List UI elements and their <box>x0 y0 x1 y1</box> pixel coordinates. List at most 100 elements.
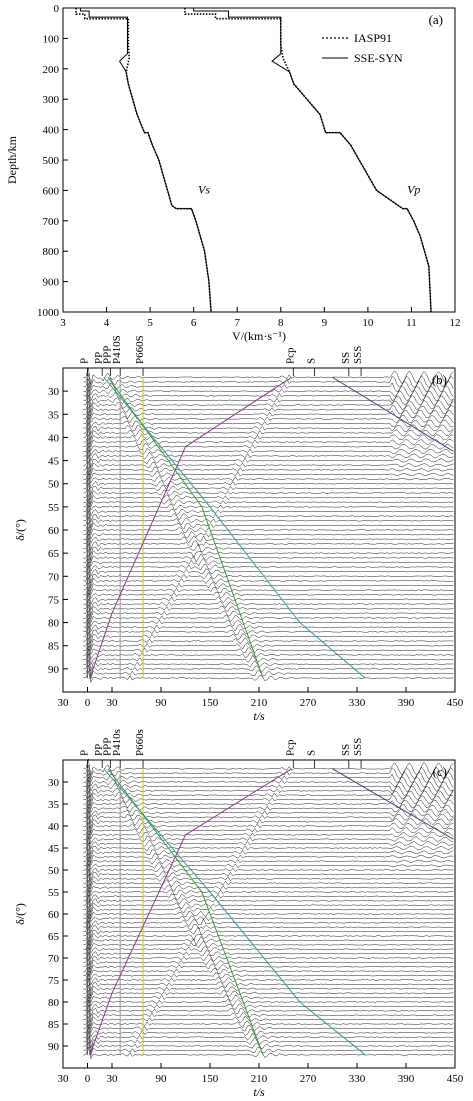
seismogram-trace <box>83 428 454 444</box>
seismogram-trace <box>83 669 454 684</box>
seismogram-trace <box>83 1031 454 1048</box>
seismogram-trace <box>83 538 454 555</box>
panel-label: (c) <box>433 764 447 779</box>
seismogram-trace <box>83 936 454 951</box>
seismogram-trace <box>83 837 454 855</box>
y-tick-label: 30 <box>48 386 60 398</box>
seismogram-trace <box>83 558 454 572</box>
y-axis-label: δ/(°) <box>13 519 27 541</box>
seismogram-trace <box>83 516 454 532</box>
seismogram-trace <box>83 800 454 813</box>
seismogram-trace <box>83 501 454 517</box>
seismogram-trace <box>83 632 454 648</box>
seismogram-trace <box>83 1042 454 1056</box>
seismogram-trace <box>83 526 454 540</box>
seismogram-trace <box>83 586 454 600</box>
phase-label-ss: SS <box>340 352 352 364</box>
seismogram-trace <box>83 406 454 420</box>
seismogram-trace <box>83 414 454 429</box>
seismogram-trace <box>83 565 454 584</box>
seismogram-trace <box>83 637 454 652</box>
x-tick-label: 7 <box>234 317 240 329</box>
seismogram-trace <box>83 493 454 508</box>
phase-label-s: S <box>306 358 318 364</box>
seismogram-trace <box>83 848 454 863</box>
seismogram-trace <box>83 434 454 448</box>
seismogram-trace <box>83 529 454 545</box>
seismogram-trace <box>83 543 454 560</box>
seismogram-trace <box>83 589 454 606</box>
seismogram-trace <box>83 395 454 412</box>
y-tick-label: 100 <box>43 33 60 45</box>
seismogram-trace <box>83 1026 454 1044</box>
x-tick-label: 30 <box>107 697 119 709</box>
seismogram-trace <box>83 604 454 619</box>
seismogram-trace <box>83 626 454 644</box>
seismogram-trace <box>83 768 454 784</box>
seismogram-trace <box>83 455 454 472</box>
phase-label-p410s: P410s <box>111 729 123 756</box>
seismogram-trace <box>83 926 454 943</box>
seismogram-trace <box>83 780 454 798</box>
seismogram-trace <box>83 581 454 596</box>
y-tick-label: 75 <box>48 594 60 606</box>
seismogram-trace <box>83 470 454 484</box>
seismogram-trace <box>83 890 454 907</box>
phase-curve-s <box>332 768 454 840</box>
seismogram-trace <box>83 422 454 440</box>
annotation-Vs: Vs <box>198 182 210 196</box>
y-tick-label: 200 <box>43 64 60 76</box>
x-tick-label: 270 <box>300 697 317 709</box>
seismogram-trace <box>83 1036 454 1053</box>
y-tick-label: 300 <box>43 94 60 106</box>
seismogram-trace <box>83 653 454 672</box>
seismogram-trace <box>83 522 454 536</box>
seismogram-trace <box>83 571 454 588</box>
y-tick-label: 55 <box>48 502 60 514</box>
y-tick-label: 500 <box>43 155 60 167</box>
legend-label-ssesyn: SSE-SYN <box>354 51 403 65</box>
y-tick-label: 30 <box>48 777 60 789</box>
legend-label-iasp91: IASP91 <box>354 31 392 45</box>
seismogram-trace <box>83 952 454 970</box>
seismogram-trace <box>83 410 454 424</box>
seismogram-trace <box>83 450 454 468</box>
seismogram-trace <box>83 489 454 504</box>
x-tick-label: 150 <box>202 1073 219 1085</box>
seismogram-trace <box>83 390 454 407</box>
phase-label-pp: PP <box>93 744 105 756</box>
phase-label-p: P <box>79 750 91 756</box>
seismogram-trace <box>83 822 454 836</box>
seismogram-trace <box>83 869 454 886</box>
x-tick-label: 10 <box>362 317 374 329</box>
phase-label-p660s: P660S <box>134 335 146 364</box>
seismogram-trace <box>83 614 454 628</box>
phase-label-pp: PP <box>93 352 105 364</box>
seismogram-trace <box>83 466 454 480</box>
seismogram-trace <box>83 916 454 934</box>
seismogram-trace <box>83 1000 454 1017</box>
seismogram-trace <box>83 510 454 528</box>
seismogram-trace <box>83 842 454 859</box>
y-tick-label: 45 <box>48 843 60 855</box>
x-tick-label: 90 <box>156 697 168 709</box>
seismogram-trace <box>83 833 454 850</box>
y-tick-label: 40 <box>48 821 60 833</box>
x-tick-label: 6 <box>191 317 197 329</box>
seismogram-trace <box>83 373 454 388</box>
seismogram-trace <box>83 894 454 912</box>
panel-label: (b) <box>432 372 447 387</box>
seismogram-trace <box>83 445 454 462</box>
seismogram-trace <box>83 593 454 611</box>
phase-curve-ss <box>103 768 366 1056</box>
y-tick-label: 400 <box>43 125 60 137</box>
seismogram-trace <box>83 931 454 946</box>
y-tick-label: 600 <box>43 185 60 197</box>
x-tick-label: 3 <box>60 317 66 329</box>
seismogram-trace <box>83 830 454 845</box>
seismogram-trace <box>83 990 454 1004</box>
seismogram-trace <box>83 984 454 999</box>
phase-curve-pcp <box>89 768 292 1055</box>
seismogram-trace <box>83 906 454 920</box>
seismogram-trace <box>83 993 454 1007</box>
